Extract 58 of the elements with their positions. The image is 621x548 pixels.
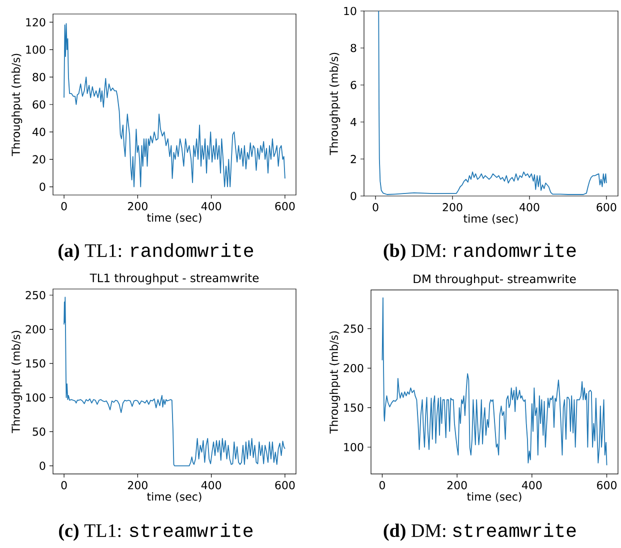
text: (a) TL1: — [58, 244, 122, 261]
line-series — [64, 23, 286, 188]
x-tick-label: 600 — [275, 202, 295, 210]
text: streamwrite — [453, 523, 576, 538]
y-tick-label: 250 — [344, 324, 364, 333]
text: randomwrite — [131, 243, 254, 258]
text: (b) DM: — [384, 244, 446, 261]
y-tick-label: 0 — [40, 462, 46, 470]
y-tick-label: 100 — [26, 45, 46, 54]
text: randomwrite — [454, 243, 576, 258]
chart-title: TL1 throughput - streamwrite — [90, 273, 259, 284]
y-tick-label: 40 — [32, 128, 46, 136]
x-tick-label: 200 — [447, 481, 467, 490]
x-tick-label: 200 — [128, 481, 148, 490]
y-tick-label: 6 — [350, 80, 356, 90]
x-tick-label: 200 — [442, 203, 462, 212]
y-axis-title: Throughput (mb/s) — [329, 52, 340, 156]
y-tick-label: 60 — [32, 100, 46, 109]
y-tick-label: 50 — [32, 428, 46, 436]
x-axis-title: time (sec) — [147, 492, 202, 502]
x-tick-label: 400 — [201, 481, 222, 490]
y-tick-label: 4 — [350, 118, 356, 126]
x-tick-label: 0 — [61, 202, 67, 210]
y-tick-label: 200 — [26, 325, 46, 334]
y-tick-label: 100 — [344, 442, 364, 452]
y-tick-label: 0 — [350, 192, 356, 200]
x-axis-title: time (sec) — [467, 492, 522, 502]
x-tick-label: 400 — [520, 203, 540, 212]
x-tick-label: 400 — [522, 481, 542, 490]
y-tick-label: 150 — [26, 359, 46, 368]
y-tick-label: 200 — [344, 364, 364, 372]
x-axis-title: time (sec) — [464, 214, 518, 224]
y-tick-label: 2 — [350, 154, 356, 164]
x-tick-label: 0 — [379, 481, 385, 490]
x-axis-title: time (sec) — [147, 213, 202, 224]
y-axis-title: Throughput (mb/s) — [11, 330, 22, 434]
y-axis-title: Throughput (mb/s) — [11, 54, 22, 156]
text: (c) TL1: — [59, 524, 120, 541]
y-tick-label: 150 — [344, 404, 364, 412]
x-tick-label: 600 — [275, 481, 295, 490]
x-tick-label: 0 — [372, 203, 378, 212]
text: (d) DM: — [384, 524, 446, 541]
text: streamwrite — [130, 523, 253, 538]
y-tick-label: 8 — [350, 44, 356, 52]
y-tick-label: 80 — [32, 72, 46, 82]
y-tick-label: 100 — [26, 393, 46, 402]
x-tick-label: 400 — [201, 202, 222, 210]
y-tick-label: 120 — [26, 18, 46, 26]
x-tick-label: 0 — [61, 481, 67, 490]
y-tick-label: 10 — [344, 6, 356, 16]
x-tick-label: 600 — [597, 481, 617, 490]
y-axis-title: Throughput (mb/s) — [329, 331, 340, 434]
x-tick-label: 200 — [128, 202, 148, 210]
x-tick-label: 600 — [596, 203, 616, 212]
chart-title: DM throughput- streamwrite — [414, 274, 576, 286]
y-tick-label: 20 — [32, 155, 46, 164]
y-tick-label: 250 — [26, 290, 46, 300]
y-tick-label: 0 — [40, 182, 46, 191]
